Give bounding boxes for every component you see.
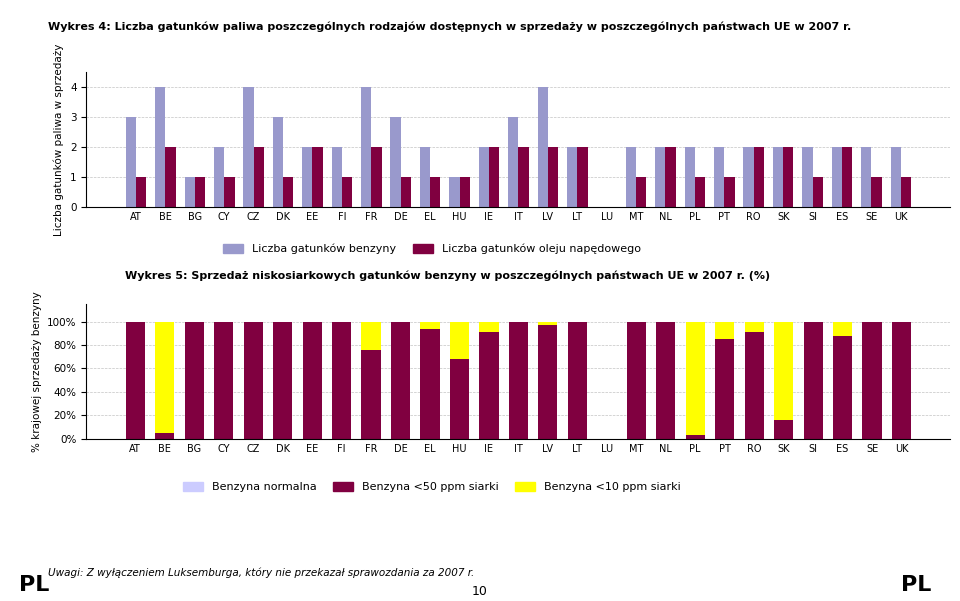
Bar [539,325,558,439]
Bar [302,147,312,207]
Bar [725,177,734,207]
Bar [136,177,146,207]
Bar [833,322,852,335]
Bar [479,147,489,207]
Bar [685,435,705,439]
Bar [214,147,225,207]
Bar [577,147,588,207]
Bar [195,177,205,207]
Bar [892,322,911,439]
Text: 10: 10 [472,585,488,598]
Bar [685,322,705,435]
Bar [812,177,823,207]
Bar [872,177,881,207]
Bar [225,177,234,207]
Bar [842,147,852,207]
Bar [773,147,783,207]
Bar [420,322,440,329]
Bar [156,322,175,433]
Bar [184,177,195,207]
Bar [861,147,872,207]
Bar [804,322,823,439]
Y-axis label: % krajowej sprzedaży benzyny: % krajowej sprzedaży benzyny [32,291,41,452]
Bar [214,322,233,439]
Bar [783,147,794,207]
Bar [539,322,558,325]
Bar [184,322,204,439]
Bar [362,322,380,350]
Bar [420,147,430,207]
Bar [372,147,382,207]
Bar [655,147,665,207]
Bar [774,420,793,439]
Bar [695,177,706,207]
Text: Wykres 4: Liczba gatunków paliwa poszczególnych rodzajów dostępnych w sprzedaży : Wykres 4: Liczba gatunków paliwa poszcze… [48,21,852,31]
Bar [715,339,734,439]
Bar [479,332,498,439]
Bar [302,322,322,439]
Bar [420,329,440,439]
Bar [833,335,852,439]
Bar [489,147,499,207]
Bar [156,87,165,207]
Bar [331,147,342,207]
Bar [479,322,498,332]
Bar [754,147,764,207]
Bar [714,147,725,207]
Bar [891,147,900,207]
Bar [684,147,695,207]
Bar [391,322,410,439]
Text: PL: PL [19,575,50,595]
Bar [831,147,842,207]
Bar [567,322,587,439]
Bar [774,322,793,420]
Bar [361,87,372,207]
Bar [743,147,754,207]
Y-axis label: Liczba gatunków paliwa w sprzedaży: Liczba gatunków paliwa w sprzedaży [54,43,64,236]
Bar [273,322,292,439]
Bar [273,117,283,207]
Bar [244,322,263,439]
Bar [126,117,136,207]
Bar [165,147,176,207]
Bar [567,147,577,207]
Bar [715,322,734,339]
Bar [518,147,529,207]
Text: Uwagi: Z wyłączeniem Luksemburga, który nie przekazał sprawozdania za 2007 r.: Uwagi: Z wyłączeniem Luksemburga, który … [48,568,474,578]
Bar [391,117,400,207]
Bar [253,147,264,207]
Text: PL: PL [900,575,931,595]
Bar [665,147,676,207]
Bar [126,322,145,439]
Bar [509,322,528,439]
Bar [243,87,253,207]
Text: Wykres 5: Sprzedaż niskosiarkowych gatunków benzyny w poszczególnych państwach U: Wykres 5: Sprzedaż niskosiarkowych gatun… [125,270,770,281]
Bar [400,177,411,207]
Legend: Benzyna normalna, Benzyna <50 ppm siarki, Benzyna <10 ppm siarki: Benzyna normalna, Benzyna <50 ppm siarki… [179,477,685,496]
Bar [626,147,636,207]
Bar [312,147,323,207]
Bar [460,177,469,207]
Bar [548,147,558,207]
Bar [862,322,881,439]
Bar [803,147,812,207]
Legend: Liczba gatunków benzyny, Liczba gatunków oleju napędowego: Liczba gatunków benzyny, Liczba gatunków… [219,240,645,259]
Bar [283,177,294,207]
Bar [156,433,175,439]
Bar [745,332,764,439]
Bar [538,87,548,207]
Bar [636,177,646,207]
Bar [332,322,351,439]
Bar [745,322,764,332]
Bar [508,117,518,207]
Bar [362,350,380,439]
Bar [657,322,675,439]
Bar [627,322,646,439]
Bar [900,177,911,207]
Bar [342,177,352,207]
Bar [450,322,469,359]
Bar [449,177,460,207]
Bar [430,177,441,207]
Bar [450,359,469,439]
